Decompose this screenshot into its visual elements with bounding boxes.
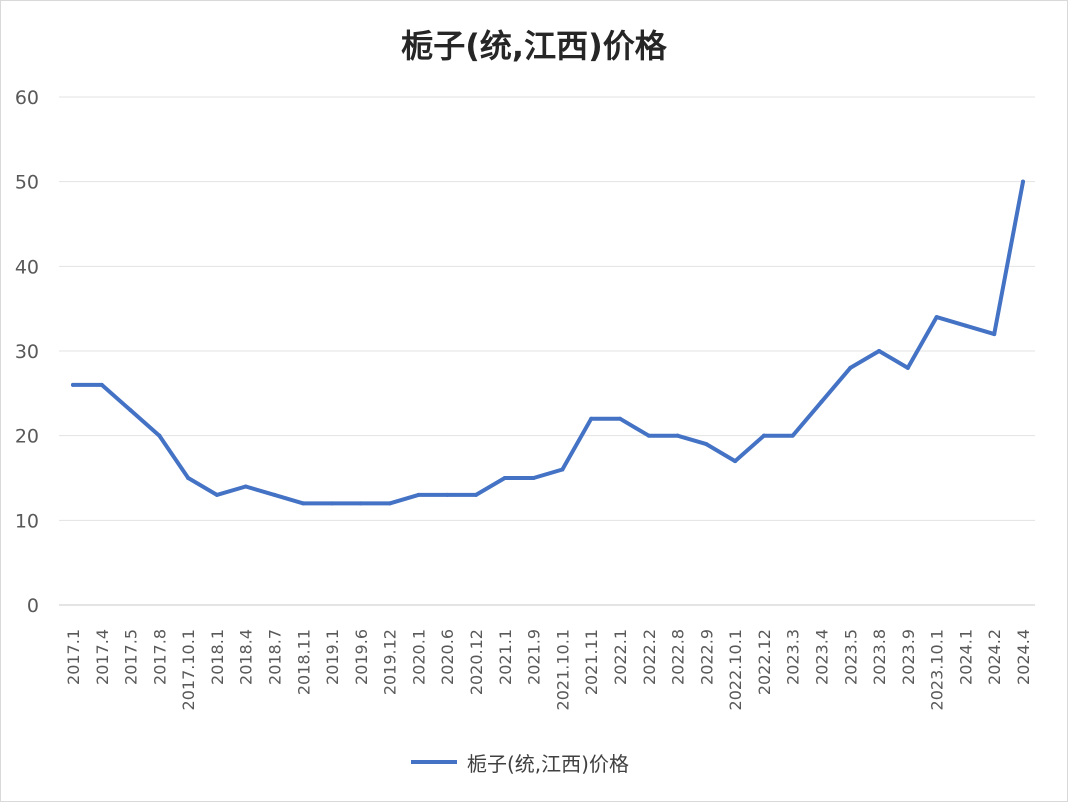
y-axis: 0 10 20 30 40 50 60 (15, 87, 39, 617)
data-point (704, 442, 709, 447)
x-tick-label: 2020.1 (409, 629, 428, 685)
x-tick-label: 2017.1 (64, 629, 83, 685)
x-tick-label: 2019.6 (352, 629, 371, 685)
data-point (819, 399, 824, 404)
data-point (272, 492, 277, 497)
data-point (502, 476, 507, 480)
y-tick-label: 60 (15, 87, 39, 109)
x-tick-label: 2023.10.1 (928, 629, 947, 710)
x-tick-label: 2020.12 (467, 629, 486, 695)
x-tick-label: 2021.9 (525, 629, 544, 685)
data-point (560, 467, 565, 472)
data-point (934, 315, 939, 320)
x-axis: 2017.1 2017.4 2017.5 2017.8 2017.10.1 2018.1 2… (64, 629, 1033, 710)
y-tick-label: 30 (15, 341, 39, 363)
data-point (186, 476, 191, 480)
x-tick-label: 2019.1 (323, 629, 342, 685)
grid-lines (59, 96, 1035, 606)
data-point (790, 433, 795, 438)
y-tick-label: 50 (15, 172, 39, 194)
x-tick-label: 2023.8 (870, 629, 889, 685)
x-tick-label: 2018.1 (208, 629, 227, 685)
data-point (733, 459, 738, 464)
data-point (905, 365, 910, 370)
series-line (71, 179, 1025, 506)
x-tick-label: 2022.9 (697, 629, 716, 685)
data-point (474, 492, 479, 497)
data-point (589, 416, 594, 421)
x-tick-label: 2018.7 (266, 629, 285, 685)
legend-swatch (411, 760, 457, 764)
x-tick-label: 2022.10.1 (726, 629, 745, 710)
data-point (848, 365, 853, 370)
data-point (71, 382, 75, 387)
data-point (531, 476, 536, 480)
data-point (416, 492, 421, 497)
data-point (387, 501, 392, 506)
data-point (99, 382, 104, 387)
x-tick-label: 2023.3 (784, 629, 803, 685)
x-tick-label: 2022.8 (669, 629, 688, 685)
data-point (330, 501, 335, 506)
y-tick-label: 0 (27, 595, 39, 617)
y-tick-label: 20 (15, 426, 39, 448)
legend: 栀子(统,江西)价格 (411, 747, 629, 777)
data-point (675, 433, 680, 438)
series-group (71, 179, 1025, 506)
data-point (445, 492, 450, 497)
x-tick-label: 2024.2 (985, 629, 1004, 685)
x-tick-label: 2021.11 (582, 629, 601, 695)
data-point (877, 349, 882, 353)
chart-title: 栀子(统,江西)价格 (401, 27, 667, 65)
x-tick-label: 2023.9 (899, 629, 918, 685)
data-point (157, 433, 162, 438)
x-tick-label: 2018.11 (294, 629, 313, 695)
data-point (963, 323, 968, 328)
y-tick-label: 40 (15, 256, 39, 278)
y-tick-label: 10 (15, 510, 39, 532)
x-tick-label: 2023.4 (812, 629, 831, 685)
x-tick-label: 2022.2 (640, 629, 659, 685)
x-tick-label: 2021.10.1 (553, 629, 572, 710)
x-tick-label: 2017.4 (93, 629, 112, 685)
x-tick-label: 2017.8 (150, 629, 169, 685)
x-tick-label: 2022.12 (755, 629, 774, 695)
x-tick-label: 2019.12 (381, 629, 400, 695)
data-point (992, 332, 997, 337)
data-point (617, 416, 622, 421)
x-tick-label: 2024.4 (1014, 629, 1033, 685)
data-point (243, 484, 248, 489)
data-point (646, 433, 651, 438)
data-point (1021, 179, 1025, 184)
x-tick-label: 2018.4 (237, 629, 256, 685)
data-point (214, 492, 219, 497)
legend-label: 栀子(统,江西)价格 (467, 751, 629, 776)
x-tick-label: 2023.5 (841, 629, 860, 685)
x-tick-label: 2020.6 (438, 629, 457, 685)
data-point (301, 501, 306, 506)
data-point (761, 433, 766, 438)
x-tick-label: 2021.1 (496, 629, 515, 685)
data-point (128, 408, 133, 413)
x-tick-label: 2022.1 (611, 629, 630, 685)
data-point (358, 501, 363, 506)
x-tick-label: 2017.5 (122, 629, 141, 685)
x-tick-label: 2024.1 (956, 629, 975, 685)
x-tick-label: 2017.10.1 (179, 629, 198, 710)
